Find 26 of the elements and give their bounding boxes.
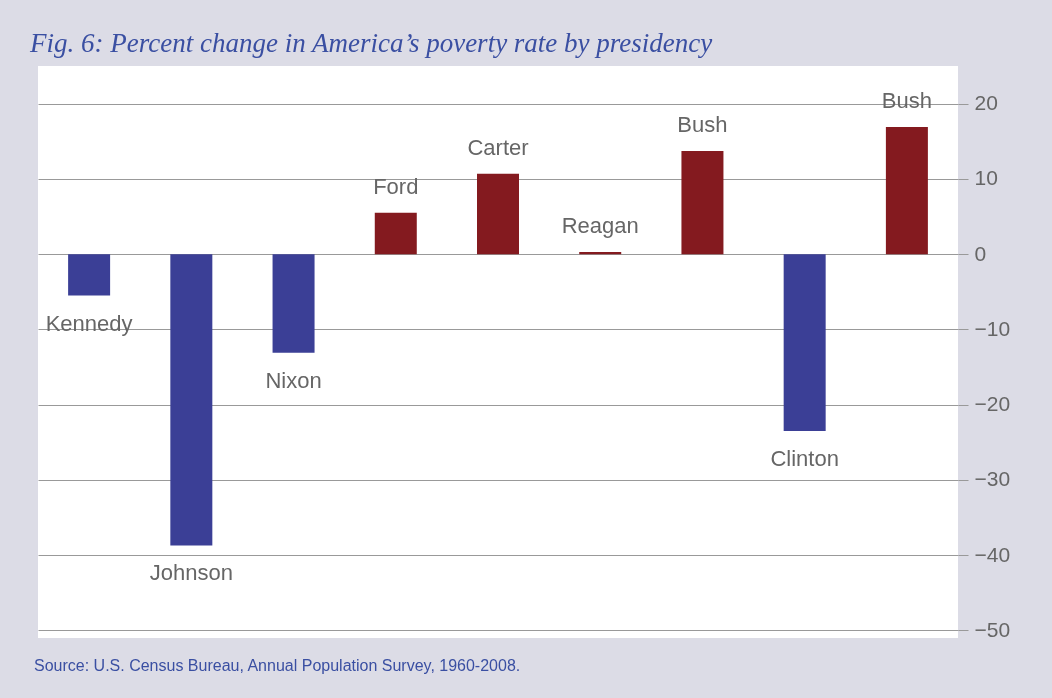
bar [885,126,928,255]
x-tick-label: Bush [677,112,728,138]
x-tick-label: Nixon [265,367,322,393]
y-tick-label: −30 [974,467,1011,491]
x-tick-label: Johnson [149,560,233,586]
chart-title: Fig. 6: Percent change in America’s poverty rate by presidency [29,28,713,58]
x-tick-label: Reagan [561,212,639,238]
bar [477,173,519,255]
y-tick-label: 10 [974,166,998,190]
y-tick-label: −50 [974,617,1011,641]
bar [170,254,213,546]
source-note: Source: U.S. Census Bureau, Annual Population Survey, 1960-2008. [34,657,521,674]
x-tick-label: Carter [467,134,529,160]
y-tick-label: 20 [974,91,998,115]
bar [374,212,417,255]
bar [68,254,111,296]
y-tick-label: −10 [974,316,1011,340]
y-tick-label: −40 [974,542,1011,566]
bar [681,151,724,255]
y-tick-label: −20 [974,392,1011,416]
bar [272,254,315,353]
x-tick-label: Kennedy [45,310,133,336]
x-tick-label: Ford [373,173,419,199]
y-tick-label: 0 [974,241,987,265]
bar [783,254,826,432]
x-tick-label: Clinton [770,446,839,472]
